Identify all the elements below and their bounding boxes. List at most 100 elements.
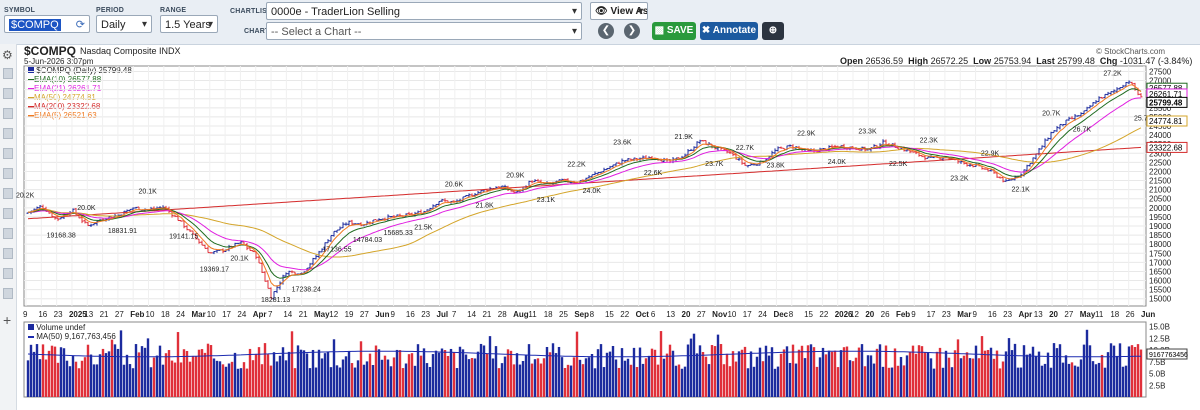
crosshair-button[interactable]: ⊕: [762, 22, 784, 40]
volume-bar: [809, 344, 813, 397]
volume-bar: [281, 347, 285, 397]
range-select[interactable]: 1.5 Years: [160, 15, 218, 33]
volume-bar: [590, 354, 594, 397]
volume-tick-label: 7.5B: [1149, 358, 1165, 367]
volume-bar: [623, 360, 627, 397]
refresh-icon[interactable]: ⟳: [75, 19, 85, 31]
x-tick-label: 17: [743, 310, 752, 319]
last-value-tag-box: [1146, 96, 1188, 108]
x-tick-label: Mar: [191, 310, 205, 319]
price-annotation: 23.8K: [766, 163, 785, 170]
y-tick-label: 21000: [1149, 186, 1172, 195]
legend-ma50: MA(50) 24774.81: [34, 93, 96, 102]
volume-bar: [371, 365, 375, 397]
x-tick-label: 24: [176, 310, 185, 319]
sidebar-button[interactable]: [3, 68, 13, 79]
volume-bar: [791, 344, 795, 397]
price-annotation: 23.3K: [858, 129, 877, 136]
chart-select[interactable]: -- Select a Chart --: [266, 22, 582, 40]
sidebar-button[interactable]: [3, 168, 13, 179]
volume-bar: [533, 359, 537, 397]
volume-bar: [824, 354, 828, 397]
y-tick-label: 16500: [1149, 267, 1172, 276]
volume-bar: [596, 349, 600, 397]
volume-bar: [287, 351, 291, 397]
x-tick-label: 20: [682, 310, 691, 319]
period-select[interactable]: Daily: [96, 15, 152, 33]
sidebar-button[interactable]: [3, 88, 13, 99]
save-button[interactable]: ▩ SAVE: [652, 22, 696, 40]
volume-bar: [698, 345, 702, 397]
view-as-dropdown[interactable]: 👁 View As: [590, 2, 648, 20]
volume-bar: [395, 349, 399, 397]
x-tick-label: 16: [988, 310, 997, 319]
volume-legend: Volume undef MA(50) 9,167,763,456: [28, 323, 116, 341]
gear-icon[interactable]: ⚙: [2, 48, 13, 62]
volume-bar: [530, 363, 534, 397]
volume-bar: [815, 366, 819, 397]
volume-bar: [1040, 365, 1044, 397]
sidebar-button[interactable]: [3, 248, 13, 259]
volume-bar: [929, 358, 933, 397]
sidebar-button[interactable]: [3, 188, 13, 199]
volume-bar: [986, 349, 990, 397]
volume-bar: [326, 351, 330, 397]
x-tick-label: 7: [268, 310, 273, 319]
add-panel-icon[interactable]: +: [3, 312, 12, 328]
sidebar-button[interactable]: [3, 228, 13, 239]
sidebar-button[interactable]: [3, 128, 13, 139]
volume-bar: [350, 363, 354, 397]
volume-bar: [899, 356, 903, 397]
volume-bar: [740, 349, 744, 397]
volume-bar: [317, 349, 321, 397]
x-tick-label: 9: [23, 310, 28, 319]
volume-bar: [410, 353, 414, 397]
sidebar-button[interactable]: [3, 148, 13, 159]
ema21-line: [27, 97, 1142, 271]
annotate-button[interactable]: ✖ Annotate: [700, 22, 758, 40]
volume-bar: [44, 359, 48, 397]
volume-bar: [779, 353, 783, 397]
volume-bar: [362, 364, 366, 397]
chartlist-select[interactable]: 0000e - TraderLion Selling: [266, 2, 582, 20]
volume-bar: [1139, 349, 1143, 397]
volume-bar: [458, 346, 462, 397]
sidebar: ⚙ +: [0, 44, 17, 410]
sidebar-button[interactable]: [3, 268, 13, 279]
volume-bar: [1088, 345, 1092, 397]
volume-bar: [539, 363, 543, 397]
x-tick-label: 23: [54, 310, 63, 319]
prev-chart-button[interactable]: ❮: [598, 23, 614, 39]
volume-bar: [1052, 343, 1056, 397]
legend-ema21: EMA(21) 26261.71: [34, 84, 102, 93]
y-tick-label: 19000: [1149, 222, 1172, 231]
volume-bar: [308, 368, 312, 397]
chart-label: CHART: [244, 28, 270, 35]
volume-bar: [800, 345, 804, 397]
x-tick-label: Feb: [130, 310, 144, 319]
sidebar-button[interactable]: [3, 208, 13, 219]
volume-bar: [254, 354, 258, 397]
x-tick-label: 15: [605, 310, 614, 319]
volume-bar: [470, 357, 474, 397]
volume-bar: [683, 366, 687, 397]
volume-bar: [764, 345, 768, 397]
gridlines: [24, 66, 1146, 306]
sidebar-button[interactable]: [3, 288, 13, 299]
volume-bar: [914, 353, 918, 397]
volume-bar: [440, 348, 444, 397]
volume-bar: [167, 350, 171, 397]
sidebar-button[interactable]: [3, 108, 13, 119]
volume-bar: [92, 364, 96, 397]
volume-bar: [1007, 338, 1011, 397]
volume-bar: [245, 368, 249, 397]
volume-bar: [338, 367, 342, 397]
x-tick-label: 7: [452, 310, 457, 319]
x-tick-label: 6: [651, 310, 656, 319]
volume-bar: [890, 367, 894, 397]
symbol-input[interactable]: $COMPQ ⟳: [4, 15, 90, 33]
next-chart-button[interactable]: ❯: [624, 23, 640, 39]
x-tick-label: 16: [406, 310, 415, 319]
volume-bar: [347, 350, 351, 397]
